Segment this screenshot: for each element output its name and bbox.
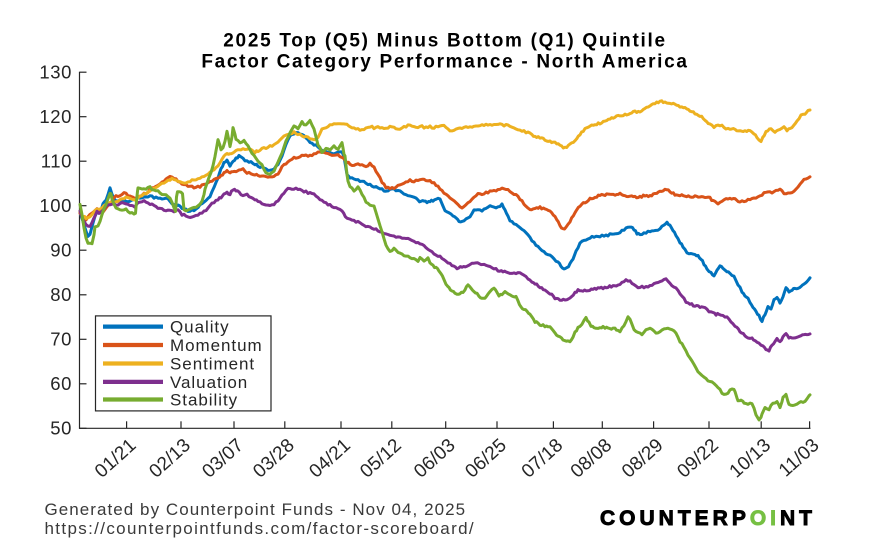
svg-text:110: 110 — [41, 150, 72, 171]
svg-text:COUNTERPOINT: COUNTERPOINT — [600, 507, 816, 530]
svg-text:90: 90 — [50, 239, 72, 260]
svg-text:https://counterpointfunds.com/: https://counterpointfunds.com/factor-sco… — [45, 519, 476, 538]
svg-text:120: 120 — [39, 106, 72, 127]
svg-text:70: 70 — [50, 329, 72, 350]
svg-text:2025 Top (Q5) Minus Bottom (Q1: 2025 Top (Q5) Minus Bottom (Q1) Quintile — [223, 31, 666, 52]
svg-text:Sentiment: Sentiment — [170, 355, 255, 374]
svg-text:Stability: Stability — [170, 391, 238, 410]
svg-text:60: 60 — [50, 373, 72, 394]
svg-text:Quality: Quality — [170, 318, 230, 337]
svg-text:Valuation: Valuation — [170, 373, 248, 392]
svg-text:Factor Category Performance -: Factor Category Performance - North Amer… — [201, 52, 688, 73]
svg-text:100: 100 — [39, 195, 72, 216]
svg-text:130: 130 — [39, 61, 72, 82]
svg-text:80: 80 — [50, 284, 72, 305]
svg-text:Generated by Counterpoint Fund: Generated by Counterpoint Funds - Nov 04… — [45, 500, 467, 519]
svg-text:Momentum: Momentum — [170, 336, 263, 355]
svg-text:50: 50 — [50, 418, 72, 439]
